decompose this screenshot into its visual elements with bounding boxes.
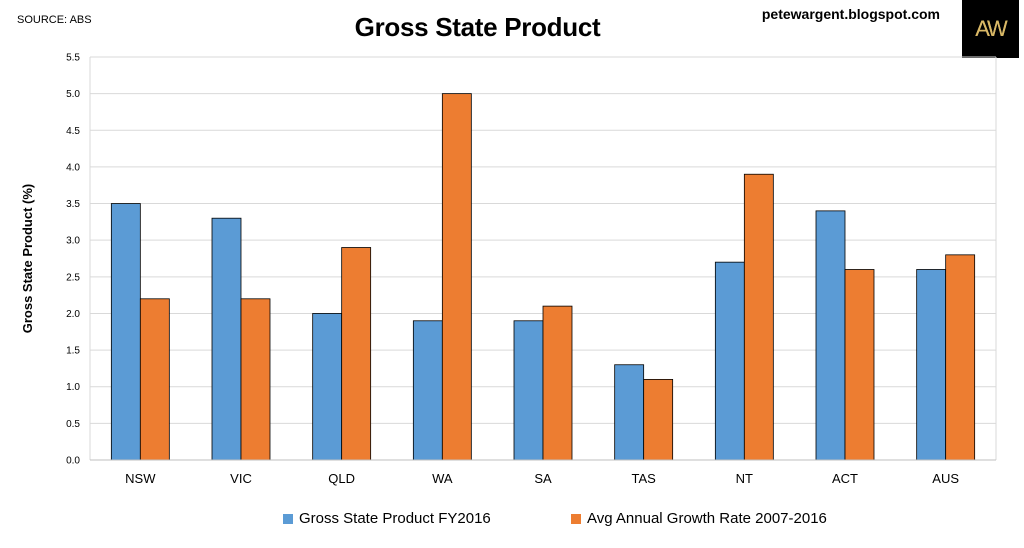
y-tick-label: 0.0 [66, 456, 80, 467]
source-note: SOURCE: ABS [17, 14, 92, 26]
x-tick-label: WA [432, 471, 453, 486]
y-tick-label: 3.5 [66, 199, 80, 210]
y-tick-label: 3.0 [66, 236, 80, 247]
bar-growth-sa [542, 305, 573, 461]
x-tick-label: VIC [230, 471, 252, 486]
y-tick-label: 0.5 [66, 419, 80, 430]
y-tick-label: 1.5 [66, 346, 80, 357]
bar-growth-aus [945, 254, 976, 461]
bar-gsp-qld [312, 313, 343, 461]
legend-label-series2: Avg Annual Growth Rate 2007-2016 [587, 510, 827, 527]
y-tick-label: 2.5 [66, 272, 80, 283]
bar-gsp-wa [412, 320, 443, 461]
logo-text: AW [975, 16, 1008, 41]
x-tick-label: SA [534, 471, 552, 486]
bar-gsp-nt [714, 261, 745, 461]
y-tick-label: 4.5 [66, 126, 80, 137]
legend-item-series2: Avg Annual Growth Rate 2007-2016 [571, 510, 827, 527]
bar-growth-act [844, 269, 875, 461]
bar-gsp-tas [614, 364, 645, 461]
bar-growth-nsw [139, 298, 170, 461]
y-tick-label: 5.0 [66, 89, 80, 100]
chart-title: Gross State Product [354, 12, 601, 42]
bars [110, 93, 976, 461]
legend-swatch-series2 [571, 513, 581, 524]
bar-growth-vic [240, 298, 271, 461]
legend-swatch-series1 [283, 513, 293, 524]
bar-growth-tas [643, 378, 674, 461]
bar-gsp-vic [211, 217, 242, 461]
legend-item-series1: Gross State Product FY2016 [283, 510, 491, 527]
x-tick-label: QLD [328, 471, 355, 486]
x-tick-label: AUS [932, 471, 959, 486]
bar-gsp-sa [513, 320, 544, 461]
site-url[interactable]: petewargent.blogspot.com [761, 6, 940, 22]
y-tick-label: 4.0 [66, 162, 80, 173]
x-tick-labels: NSW VIC QLD WA SA TAS NT ACT AUS [125, 471, 959, 486]
x-tick-label: ACT [832, 471, 858, 486]
bar-gsp-nsw [110, 203, 141, 461]
y-axis-label: Gross State Product (%) [20, 184, 35, 334]
x-tick-label: NT [736, 471, 753, 486]
bar-gsp-aus [916, 269, 947, 461]
y-tick-label: 1.0 [66, 382, 80, 393]
bar-growth-nt [743, 173, 774, 461]
x-tick-label: TAS [632, 471, 657, 486]
y-tick-label: 2.0 [66, 309, 80, 320]
y-tick-label: 5.5 [66, 53, 80, 64]
bar-growth-wa [441, 93, 472, 461]
bar-growth-qld [341, 247, 372, 461]
x-tick-label: NSW [125, 471, 156, 486]
brand-logo: AW [962, 0, 1019, 58]
y-tick-labels: 0.0 0.5 1.0 1.5 2.0 2.5 3.0 3.5 4.0 4.5 5.0 5.5 [66, 53, 80, 467]
legend-label-series1: Gross State Product FY2016 [299, 510, 491, 527]
bar-gsp-act [815, 210, 846, 461]
